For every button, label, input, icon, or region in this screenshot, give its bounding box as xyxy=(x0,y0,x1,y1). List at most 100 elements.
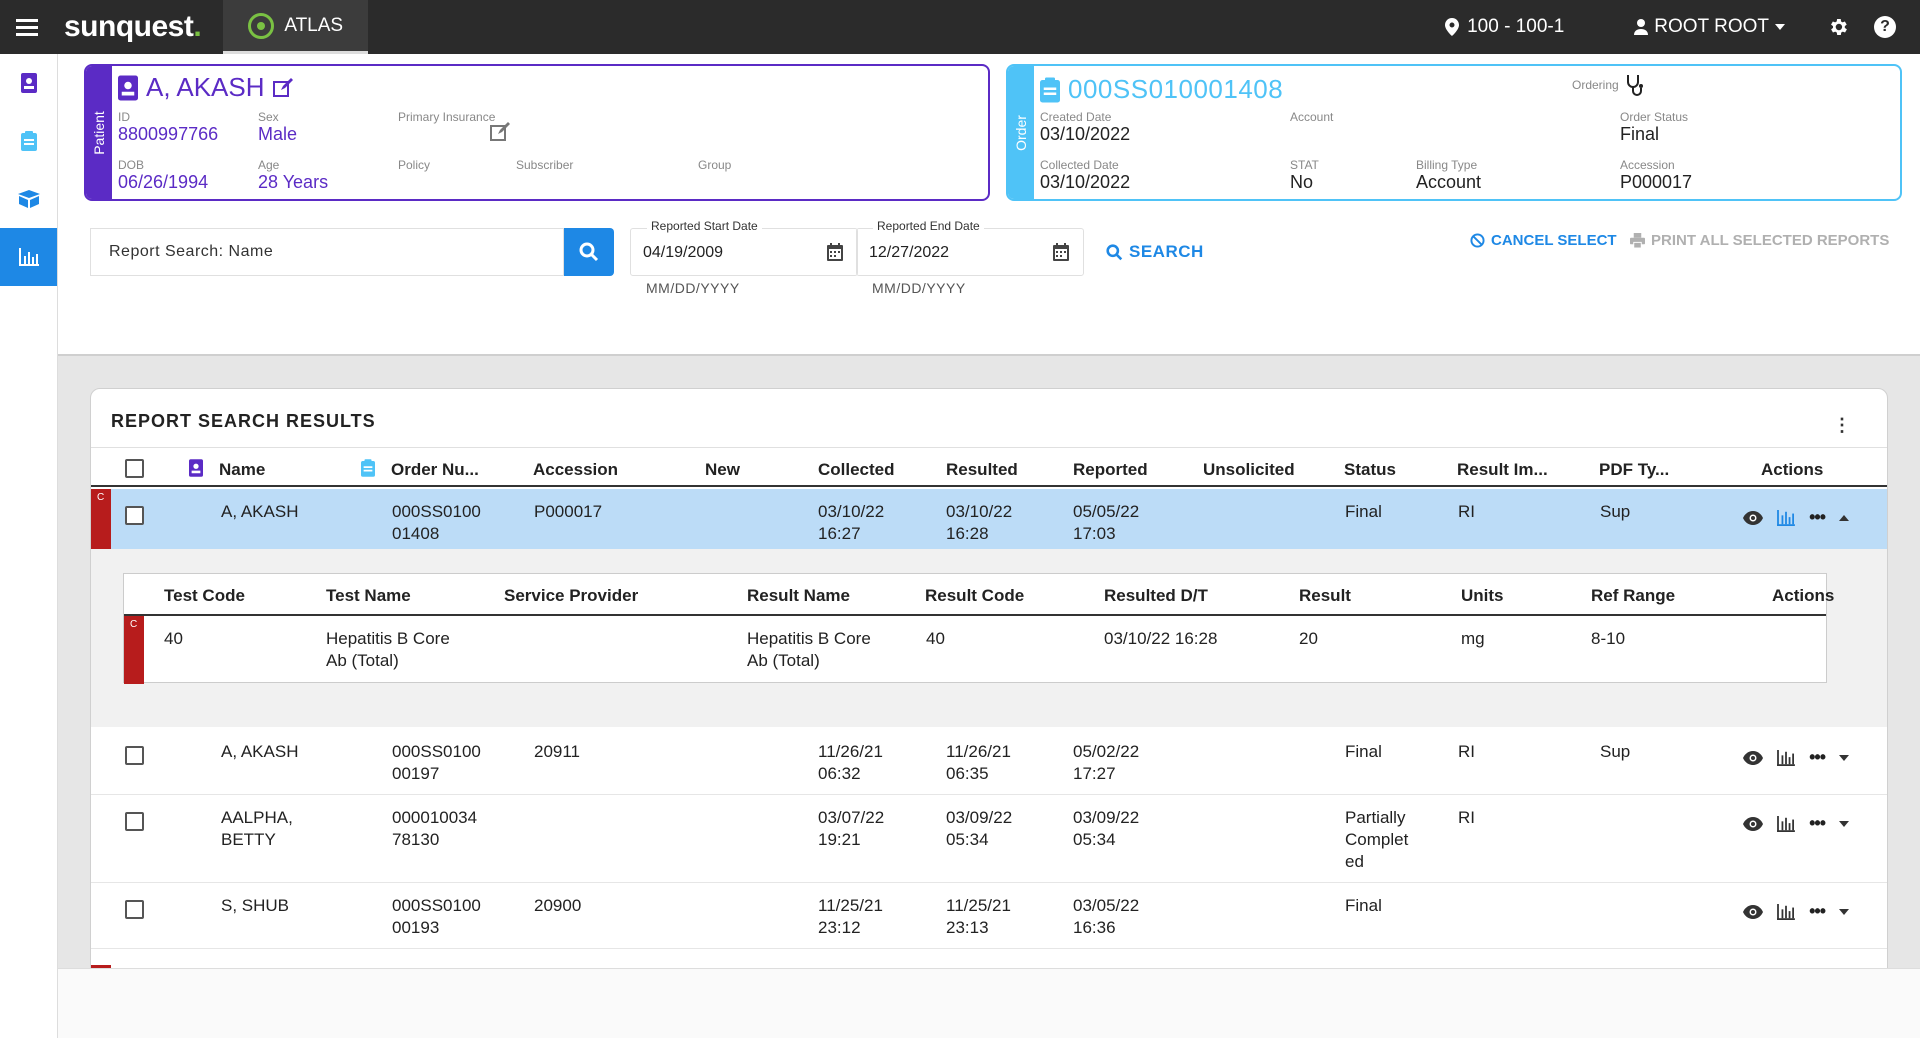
view-icon[interactable] xyxy=(1743,816,1764,831)
chart-icon[interactable] xyxy=(1777,903,1795,920)
chart-icon[interactable] xyxy=(1777,815,1795,832)
search-button[interactable] xyxy=(564,228,614,276)
calendar-icon[interactable] xyxy=(827,243,843,261)
chevron-down-icon xyxy=(1775,24,1785,30)
search-link-button[interactable]: SEARCH xyxy=(1106,242,1204,262)
chevron-down-icon[interactable] xyxy=(1839,754,1849,761)
user-menu[interactable]: ROOT ROOT xyxy=(1634,16,1785,38)
sidebar-item-orders[interactable] xyxy=(0,112,57,170)
col-collected[interactable]: Collected xyxy=(818,460,895,479)
col-accession[interactable]: Accession xyxy=(533,460,619,479)
more-icon[interactable]: ••• xyxy=(1809,747,1826,767)
table-row[interactable]: AALPHA, BETTY 000010034 78130 03/07/22 1… xyxy=(91,795,1887,883)
col-resulted[interactable]: Resulted xyxy=(946,460,1018,479)
chart-icon[interactable] xyxy=(1777,749,1795,766)
cancel-icon xyxy=(1470,233,1485,248)
cell-name: AALPHA, BETTY xyxy=(221,808,293,849)
print-icon xyxy=(1630,233,1645,248)
col-reported[interactable]: Reported xyxy=(1073,460,1148,479)
test-result-row[interactable]: C 40 Hepatitis B Core Ab (Total) Hepatit… xyxy=(124,616,1826,684)
col-new[interactable]: New xyxy=(705,460,740,479)
col-test-code: Test Code xyxy=(164,586,245,605)
col-units: Units xyxy=(1461,586,1504,605)
end-date-label: Reported End Date xyxy=(873,219,984,233)
more-icon[interactable]: ••• xyxy=(1809,507,1826,527)
menu-icon[interactable] xyxy=(0,0,54,54)
gear-icon[interactable] xyxy=(1827,16,1849,38)
sidebar-item-patient[interactable] xyxy=(0,54,57,112)
view-icon[interactable] xyxy=(1743,904,1764,919)
test-results-header: Test Code Test Name Service Provider Res… xyxy=(124,574,1834,616)
cell-accession: 20911 xyxy=(534,742,581,761)
primary-insurance: Primary Insurance xyxy=(398,110,496,124)
order-account: Account xyxy=(1290,110,1334,124)
cell-pdf-type: Sup xyxy=(1600,502,1631,521)
patient-badge-icon xyxy=(189,459,203,477)
table-row[interactable]: A, AKASH 000SS0100 00197 20911 11/26/21 … xyxy=(91,729,1887,795)
app-tab-atlas[interactable]: ATLAS xyxy=(223,0,369,54)
cell-collected: 11/26/21 06:32 xyxy=(818,742,883,783)
start-date-field[interactable]: Reported Start Date 04/19/2009 xyxy=(630,219,858,276)
row-checkbox[interactable] xyxy=(125,506,144,525)
more-icon[interactable]: ••• xyxy=(1809,813,1826,833)
more-options-icon[interactable]: ⋮ xyxy=(1833,415,1851,435)
patient-dob: DOB 06/26/1994 xyxy=(118,158,209,192)
col-unsolicited[interactable]: Unsolicited xyxy=(1203,460,1295,479)
test-results-table: Test Code Test Name Service Provider Res… xyxy=(123,573,1834,684)
cell-reported: 03/09/22 05:34 xyxy=(1073,808,1140,849)
chart-icon[interactable] xyxy=(1777,509,1795,526)
chevron-up-icon[interactable] xyxy=(1839,514,1849,521)
report-search-input[interactable]: Report Search: Name xyxy=(90,228,564,276)
col-pdf-type[interactable]: PDF Ty... xyxy=(1599,460,1670,479)
order-collected-date: Collected Date 03/10/2022 xyxy=(1040,158,1131,192)
context-header: Patient A, AKASH ID 8800997766 Sex Male Pr… xyxy=(58,54,1920,356)
sidebar-item-reports[interactable] xyxy=(0,228,57,286)
select-all-checkbox[interactable] xyxy=(125,459,144,478)
search-icon xyxy=(1106,243,1123,260)
order-status: Order Status Final xyxy=(1620,110,1689,144)
table-row[interactable]: C A, AKASH 000SS0100 01408 P000017 03/10… xyxy=(91,489,1887,554)
row-checkbox[interactable] xyxy=(125,900,144,919)
col-order-number[interactable]: Order Nu... xyxy=(391,460,479,479)
patient-badge-icon xyxy=(20,73,37,93)
edit-icon[interactable] xyxy=(272,77,293,98)
patient-badge-icon xyxy=(118,75,138,100)
end-date-field[interactable]: Reported End Date 12/27/2022 xyxy=(856,219,1084,276)
cancel-select-button[interactable]: CANCEL SELECT xyxy=(1470,232,1617,249)
row-checkbox[interactable] xyxy=(125,812,144,831)
col-name[interactable]: Name xyxy=(219,460,266,479)
cell-ref-range: 8-10 xyxy=(1591,629,1626,648)
view-icon[interactable] xyxy=(1743,750,1764,765)
table-row[interactable]: S, SHUB 000SS0100 00193 20900 11/25/21 2… xyxy=(91,883,1887,949)
left-sidebar xyxy=(0,54,58,1038)
box-icon xyxy=(17,190,40,208)
help-icon[interactable]: ? xyxy=(1874,16,1896,38)
cell-result-image: RI xyxy=(1458,808,1475,827)
calendar-icon[interactable] xyxy=(1053,243,1069,261)
view-icon[interactable] xyxy=(1743,510,1764,525)
row-checkbox[interactable] xyxy=(125,746,144,765)
start-date-label: Reported Start Date xyxy=(647,219,762,233)
critical-flag: C xyxy=(91,489,111,553)
edit-insurance-icon[interactable] xyxy=(490,122,510,142)
col-result-image[interactable]: Result Im... xyxy=(1457,460,1548,479)
cell-reported: 05/05/22 17:03 xyxy=(1073,502,1140,543)
row-actions: ••• xyxy=(1743,813,1849,834)
top-bar: sunquest. ATLAS 100 - 100-1 ROOT ROOT ? xyxy=(0,0,1920,54)
print-all-button[interactable]: PRINT ALL SELECTED REPORTS xyxy=(1630,232,1889,249)
more-icon[interactable]: ••• xyxy=(1809,901,1826,921)
col-status[interactable]: Status xyxy=(1344,460,1396,479)
sidebar-item-specimens[interactable] xyxy=(0,170,57,228)
col-service-provider: Service Provider xyxy=(504,586,639,605)
cell-resulted: 03/09/22 05:34 xyxy=(946,808,1013,849)
cell-status: Final xyxy=(1345,502,1382,521)
location-selector[interactable]: 100 - 100-1 xyxy=(1445,16,1564,38)
cell-resulted: 11/25/21 23:13 xyxy=(946,896,1011,937)
chevron-down-icon[interactable] xyxy=(1839,908,1849,915)
patient-id: ID 8800997766 xyxy=(118,110,219,144)
order-number: 000SS010001408 xyxy=(1040,74,1283,105)
ordering-provider: Ordering xyxy=(1572,74,1645,96)
chevron-down-icon[interactable] xyxy=(1839,820,1849,827)
cell-order-number: 000SS0100 00193 xyxy=(392,896,481,937)
cell-order-number: 000SS0100 01408 xyxy=(392,502,481,543)
